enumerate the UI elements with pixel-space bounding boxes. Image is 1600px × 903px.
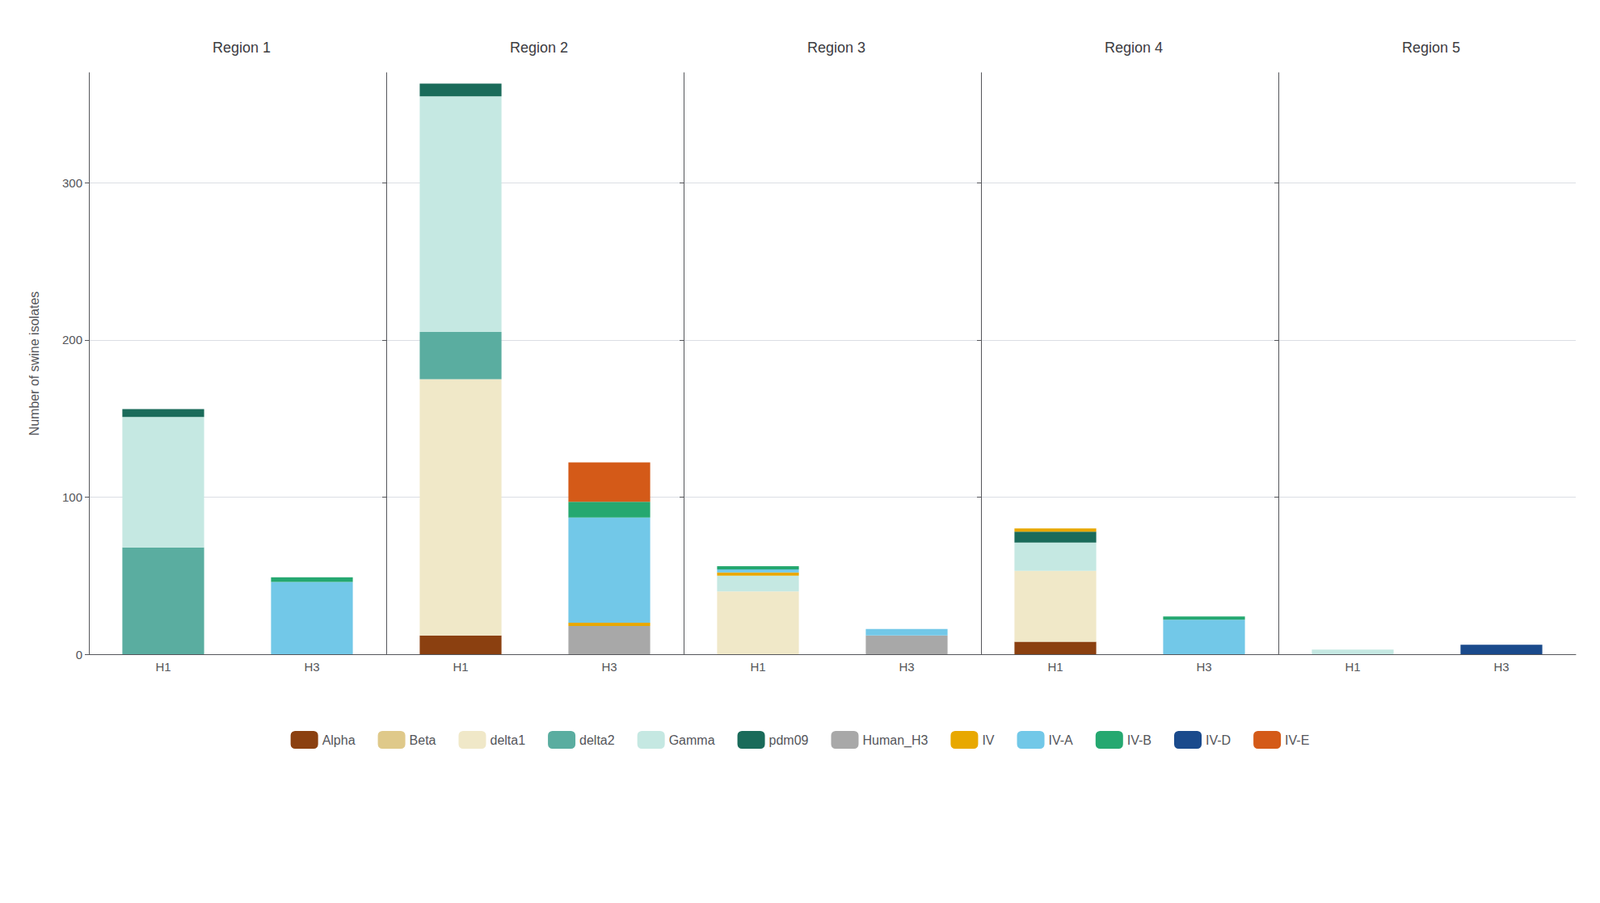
svg-text:IV-E: IV-E [1284, 733, 1310, 748]
svg-text:delta1: delta1 [489, 733, 526, 748]
svg-text:Human_H3: Human_H3 [862, 733, 928, 749]
svg-text:Alpha: Alpha [322, 733, 356, 748]
svg-text:delta2: delta2 [579, 733, 615, 748]
svg-text:H3: H3 [303, 660, 320, 674]
svg-text:200: 200 [62, 332, 83, 347]
svg-text:Gamma: Gamma [669, 733, 716, 748]
svg-text:Region 2: Region 2 [509, 39, 569, 56]
svg-text:H1: H1 [1344, 660, 1360, 674]
svg-text:Region 5: Region 5 [1402, 39, 1461, 56]
svg-text:H1: H1 [155, 660, 171, 674]
svg-text:H3: H3 [601, 660, 617, 674]
svg-text:IV-D: IV-D [1205, 733, 1231, 748]
svg-text:100: 100 [62, 490, 83, 505]
svg-text:0: 0 [75, 648, 83, 662]
svg-text:H1: H1 [452, 660, 468, 674]
svg-text:H3: H3 [1195, 660, 1212, 674]
svg-text:Region 1: Region 1 [212, 39, 271, 56]
svg-text:IV-A: IV-A [1048, 733, 1074, 748]
svg-text:IV-B: IV-B [1127, 733, 1152, 748]
svg-text:Beta: Beta [409, 733, 437, 748]
svg-text:H1: H1 [749, 660, 766, 674]
svg-text:Number of swine isolates: Number of swine isolates [27, 291, 42, 437]
svg-text:H3: H3 [1493, 660, 1509, 674]
svg-text:IV: IV [981, 733, 994, 748]
svg-text:H3: H3 [898, 660, 914, 674]
svg-text:Region 3: Region 3 [807, 39, 866, 56]
svg-text:pdm09: pdm09 [769, 733, 809, 748]
svg-text:300: 300 [62, 176, 83, 190]
svg-text:H1: H1 [1047, 660, 1063, 674]
svg-text:Region 4: Region 4 [1104, 39, 1163, 56]
